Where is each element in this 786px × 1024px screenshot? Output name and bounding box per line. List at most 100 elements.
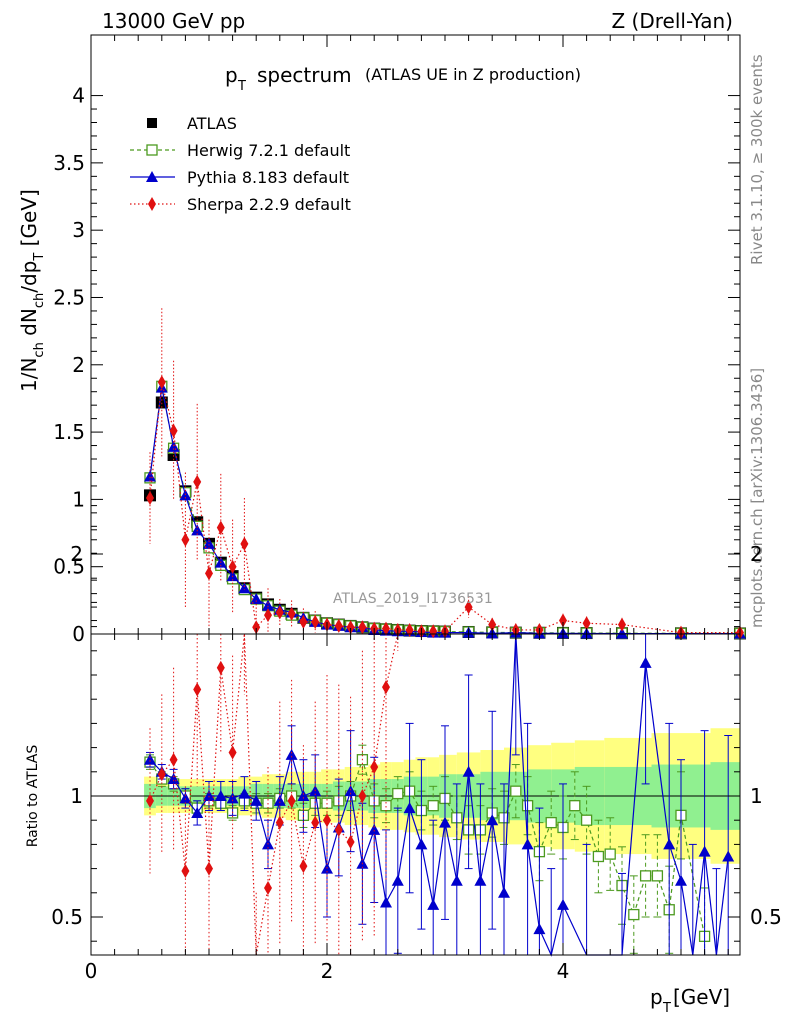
ratio-point — [238, 787, 251, 799]
ratio-point — [427, 898, 440, 910]
ratio-point — [439, 816, 451, 828]
ratio-plot-data — [144, 633, 735, 957]
ratio-point — [273, 794, 286, 806]
main-point — [250, 593, 263, 605]
legend-marker-atlas — [147, 118, 157, 128]
ratio-point — [226, 792, 239, 804]
ratio-axes: 0.5 0.5 1 1 2 2 0 2 4 — [51, 505, 782, 983]
ratio-point — [368, 823, 381, 835]
ratio-point — [193, 682, 202, 697]
ylabel-part-0: 1/N — [17, 358, 41, 392]
ratio-point — [205, 861, 213, 876]
ratio-ytick-label: 0.5 — [51, 905, 83, 929]
main-ytick-label: 2 — [72, 353, 85, 377]
ylabel-part-2: dN — [17, 308, 41, 342]
legend-marker-sherpa — [148, 197, 156, 211]
ylabel-part-3: ch — [32, 293, 47, 308]
ratio-point — [203, 790, 215, 801]
ratio-panel: 0.5 0.5 1 1 2 2 0 2 4 Ratio to ATLAS p T [GeV] — [25, 505, 782, 1016]
process-label: Z (Drell-Yan) — [611, 9, 733, 33]
ratio-point — [639, 656, 652, 668]
main-point — [203, 537, 215, 549]
main-point — [238, 582, 251, 594]
main-point — [582, 616, 591, 631]
main-ytick-label: 2.5 — [53, 285, 85, 309]
title-note: (ATLAS UE in Z production) — [365, 65, 581, 84]
ratio-point — [216, 660, 225, 675]
ratio-point — [604, 848, 616, 860]
ratio-point — [370, 759, 379, 774]
energy-label: 13000 GeV pp — [102, 9, 245, 33]
main-point — [169, 423, 178, 438]
ratio-ytick-label-right: 1 — [750, 784, 763, 808]
main-y-label: 1/Nch dNch/dpT [GeV] — [17, 189, 47, 392]
ylabel-part-4: /dp — [17, 261, 41, 293]
plot-title: p T spectrum (ATLAS UE in Z production) — [225, 63, 581, 94]
xlabel-sub: T — [662, 1001, 671, 1016]
ratio-point — [450, 874, 463, 886]
main-point — [193, 474, 202, 489]
ratio-point — [403, 802, 416, 814]
ratio-point — [498, 886, 510, 898]
legend-entry-atlas: ATLAS — [147, 114, 237, 133]
ratio-point — [167, 773, 180, 785]
ratio-point — [486, 814, 499, 826]
main-ytick-label: 3.5 — [53, 151, 85, 175]
ratio-point — [569, 800, 581, 812]
analysis-label: ATLAS_2019_I1736531 — [333, 591, 493, 607]
title-rest: spectrum — [257, 63, 352, 87]
ratio-ytick-label-right: 0.5 — [750, 905, 782, 929]
ratio-point — [533, 923, 546, 935]
main-point — [358, 620, 367, 635]
legend-label-atlas: ATLAS — [187, 114, 237, 133]
main-ytick-label: 4 — [72, 84, 85, 108]
main-series-3 — [146, 308, 744, 640]
ratio-point — [191, 806, 204, 818]
ratio-point — [157, 767, 166, 782]
main-ytick-label: 1.5 — [53, 420, 85, 444]
title-sub: T — [237, 79, 246, 94]
ratio-point — [250, 794, 263, 806]
ylabel-part-6: [GeV] — [17, 189, 41, 252]
main-point — [228, 559, 237, 574]
main-point — [167, 440, 180, 452]
main-point — [264, 608, 272, 623]
legend-marker-herwig — [146, 144, 158, 156]
main-point — [157, 375, 166, 390]
ratio-point — [628, 908, 640, 921]
ratio-point — [264, 880, 272, 895]
ratio-point — [380, 896, 392, 908]
xlabel-rest: [GeV] — [673, 985, 730, 1009]
main-point — [181, 532, 190, 547]
main-point — [346, 620, 355, 635]
ylabel-part-1: ch — [32, 342, 47, 357]
main-point — [216, 520, 225, 535]
main-point — [429, 624, 438, 639]
ratio-ytick-label: 2 — [70, 542, 83, 566]
ratio-ytick-label-right: 2 — [750, 542, 763, 566]
ratio-point — [344, 785, 357, 797]
legend: ATLAS Herwig 7.2.1 default Pythia 8.183 … — [130, 114, 351, 214]
main-panel: 0 0.5 1 1.5 2 2.5 3 3.5 4 p T spectrum (ATLAS UE… — [17, 34, 746, 646]
main-point — [240, 536, 249, 551]
main-plot-data — [144, 308, 746, 640]
ratio-point — [299, 859, 308, 874]
ratio-point — [474, 874, 487, 886]
legend-label-herwig: Herwig 7.2.1 default — [187, 141, 350, 160]
ratio-point — [146, 793, 154, 808]
svg-text:1/Nch dNch/dpT [GeV]: 1/Nch dNch/dpT [GeV] — [17, 189, 47, 392]
main-point — [262, 599, 274, 611]
ratio-series-2 — [146, 633, 399, 956]
main-point — [287, 606, 296, 621]
ratio-point — [557, 898, 569, 910]
ratio-xtick-label: 0 — [85, 959, 98, 983]
main-point — [488, 617, 497, 632]
ratio-point — [545, 816, 557, 829]
ratio-point — [346, 834, 355, 849]
main-point — [405, 622, 414, 637]
ratio-point — [592, 850, 605, 863]
main-ytick-label: 1 — [72, 487, 85, 511]
ratio-ytick-label: 1 — [70, 784, 83, 808]
ratio-point — [675, 874, 687, 886]
main-point — [311, 614, 320, 629]
